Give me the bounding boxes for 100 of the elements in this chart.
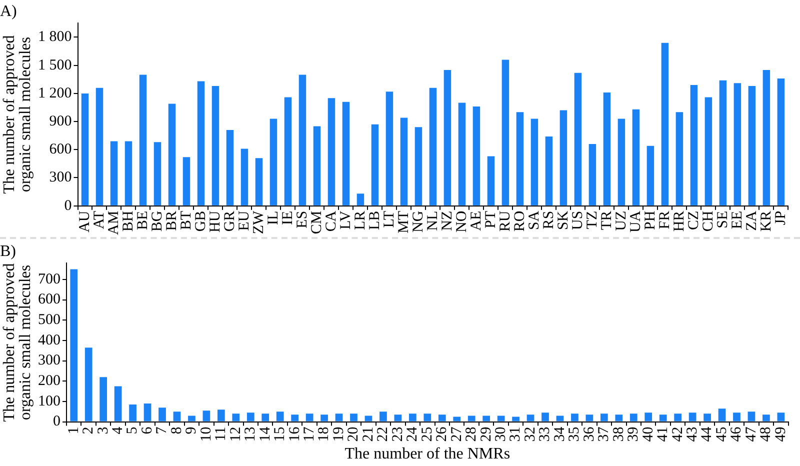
bar xyxy=(255,158,263,206)
bar xyxy=(777,412,785,422)
bar xyxy=(144,404,152,422)
bar xyxy=(718,408,726,422)
bar xyxy=(574,72,582,206)
x-tick-label: 44 xyxy=(699,426,716,442)
x-tick-label: 24 xyxy=(404,426,421,442)
y-tick-label: 1 200 xyxy=(38,85,72,102)
x-tick-label: 49 xyxy=(772,426,789,442)
x-tick-label: ZW xyxy=(250,210,267,234)
x-tick-label: KR xyxy=(758,210,774,232)
bar xyxy=(644,412,652,422)
bar xyxy=(748,412,756,422)
y-tick-label: 400 xyxy=(38,332,60,348)
x-tick-label: LR xyxy=(352,210,368,230)
x-tick-label: HU xyxy=(207,210,224,232)
x-tick-label: JP xyxy=(772,210,789,226)
x-tick-label: EU xyxy=(236,210,252,231)
bar xyxy=(400,118,408,206)
x-tick-label: 43 xyxy=(684,426,700,442)
x-tick-label: 27 xyxy=(448,426,465,442)
x-tick-label: UZ xyxy=(613,210,630,231)
x-tick-label: TZ xyxy=(584,210,600,230)
x-tick-label: 18 xyxy=(316,426,332,442)
x-tick-label: SK xyxy=(555,210,572,230)
bar xyxy=(328,98,336,206)
x-tick-label: RO xyxy=(512,210,528,232)
x-tick-label: 9 xyxy=(184,426,200,434)
bar xyxy=(688,412,696,422)
bar xyxy=(560,110,568,206)
bar xyxy=(306,414,314,422)
x-tick-label: EE xyxy=(729,210,746,230)
bar xyxy=(472,106,480,206)
x-tick-label: 26 xyxy=(434,426,450,442)
x-tick-label: 28 xyxy=(464,426,480,442)
x-tick-label: 31 xyxy=(508,426,524,442)
bar xyxy=(380,412,387,422)
x-tick-label: 8 xyxy=(168,426,185,434)
bar xyxy=(429,88,437,206)
bar xyxy=(386,92,394,206)
bar xyxy=(502,60,510,206)
bar xyxy=(497,416,505,422)
x-tick-label: 46 xyxy=(728,426,745,442)
bar xyxy=(124,141,132,206)
x-tick-label: BG xyxy=(149,210,166,232)
bar xyxy=(530,118,538,206)
y-tick-label: 300 xyxy=(49,170,72,186)
x-tick-label: 33 xyxy=(537,426,554,442)
bar xyxy=(618,118,626,206)
bar xyxy=(356,194,364,206)
bar xyxy=(438,414,446,422)
y-tick-label: 900 xyxy=(49,113,72,130)
bar xyxy=(84,348,92,422)
bar xyxy=(342,102,350,206)
x-tick-label: MT xyxy=(396,210,412,234)
y-tick-label: 600 xyxy=(38,292,60,308)
x-tick-label: 6 xyxy=(139,426,156,434)
bar xyxy=(719,80,727,206)
bar xyxy=(408,414,416,422)
bar xyxy=(240,148,248,206)
x-tick-label: 48 xyxy=(758,426,774,442)
x-tick-label: PH xyxy=(642,210,658,230)
bar xyxy=(320,414,328,422)
x-tick-label: 34 xyxy=(552,426,568,442)
x-tick-label: CH xyxy=(700,210,716,232)
x-tick-label: CA xyxy=(323,210,340,232)
x-tick-label: UA xyxy=(628,210,644,232)
x-tick-label: 42 xyxy=(670,426,686,442)
bar xyxy=(414,127,422,206)
bar xyxy=(600,414,608,422)
x-tick-label: SE xyxy=(714,210,731,228)
bar xyxy=(217,410,225,422)
x-tick-label: 29 xyxy=(478,426,494,442)
y-tick-label: 200 xyxy=(38,373,60,390)
x-tick-label: 13 xyxy=(242,426,259,442)
y-tick-label: 600 xyxy=(49,142,72,158)
x-tick-label: NZ xyxy=(439,210,456,231)
x-tick-label: ES xyxy=(294,210,310,228)
x-tick-label: BE xyxy=(134,210,151,230)
bar xyxy=(556,416,564,422)
bar xyxy=(96,88,104,206)
bar xyxy=(444,70,452,206)
bar xyxy=(646,146,654,206)
chart-title: A) xyxy=(0,2,17,20)
bar xyxy=(586,414,594,422)
bar xyxy=(197,81,205,206)
x-tick-label: 3 xyxy=(95,426,112,434)
x-tick-label: 47 xyxy=(743,426,760,442)
x-tick-label: CZ xyxy=(686,210,702,230)
x-tick-label: 19 xyxy=(330,426,347,442)
x-tick-label: LT xyxy=(381,210,398,228)
bar xyxy=(262,414,270,422)
y-tick-label: 1 800 xyxy=(38,29,72,46)
x-axis-title: The number of the NMRs xyxy=(344,446,510,463)
x-tick-label: 30 xyxy=(492,426,509,442)
y-tick-label: 100 xyxy=(38,393,60,410)
x-tick-label: 22 xyxy=(375,426,392,442)
x-tick-label: 10 xyxy=(198,426,214,442)
bar xyxy=(676,112,684,206)
x-tick-label: 11 xyxy=(213,426,230,442)
